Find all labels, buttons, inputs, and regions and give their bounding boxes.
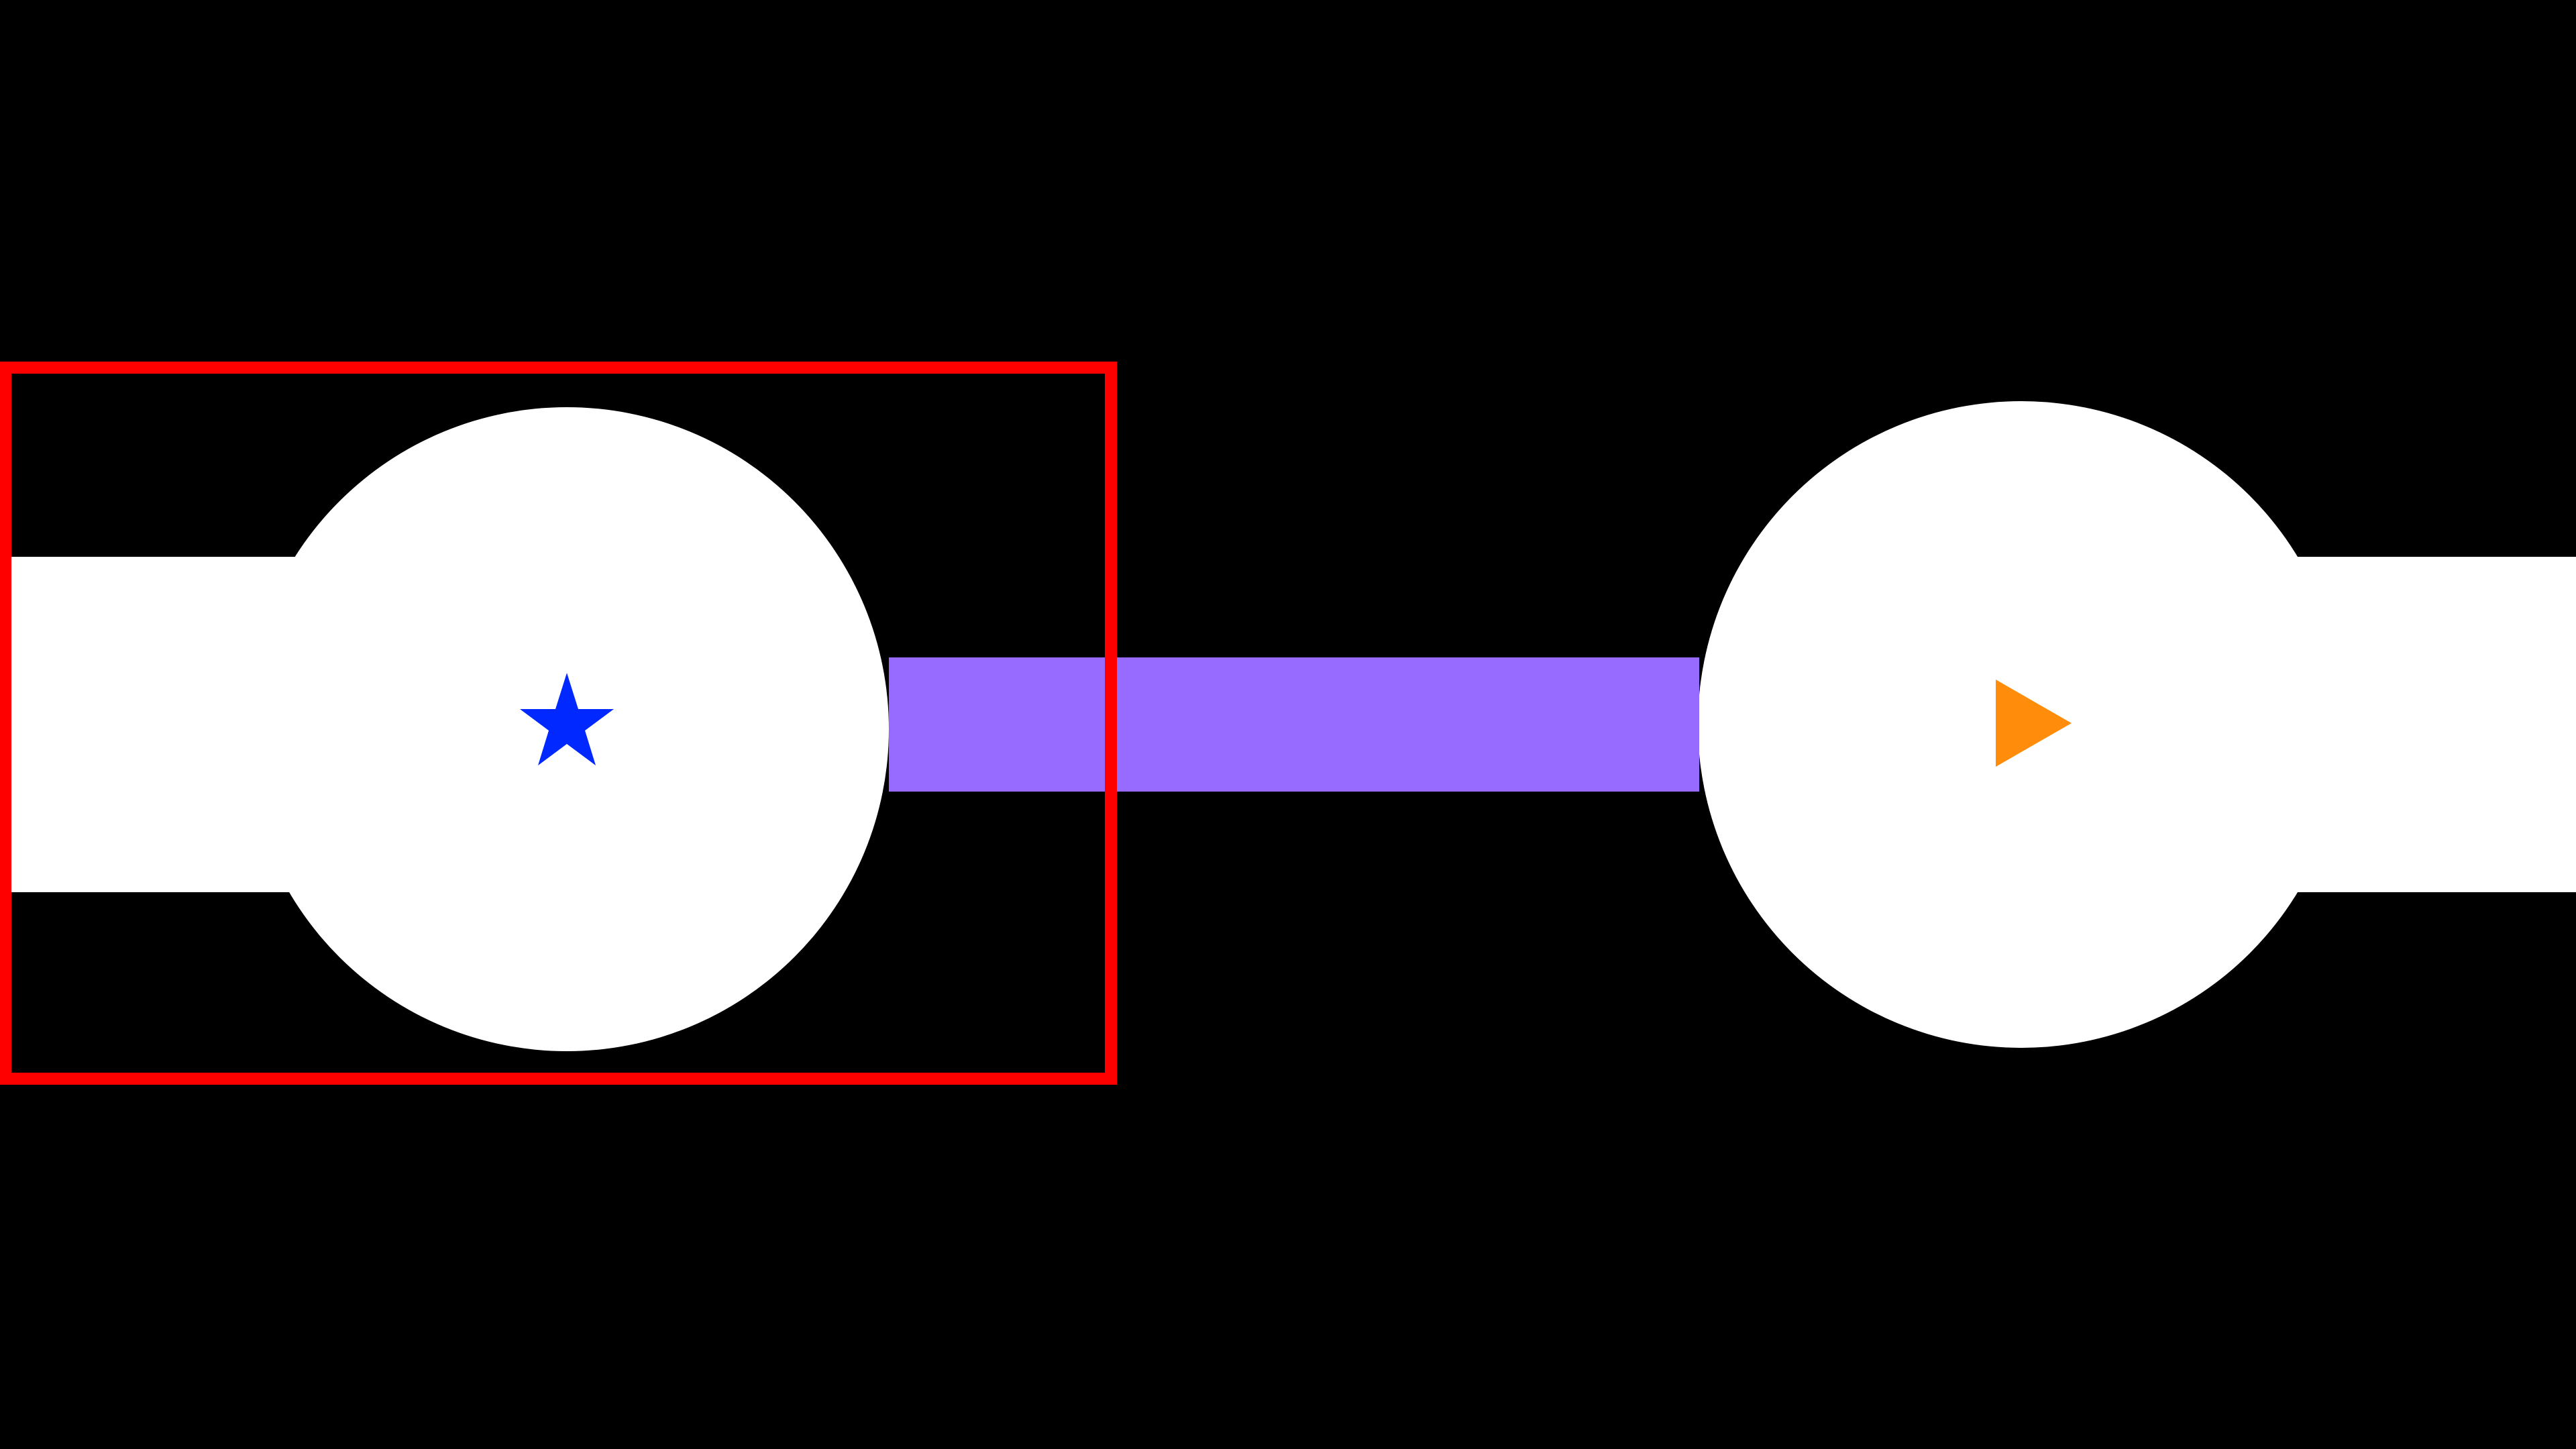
play-triangle-icon[interactable] bbox=[1996, 680, 2072, 767]
room-connector bbox=[889, 657, 1699, 792]
selection-box bbox=[0, 362, 1117, 1085]
star-icon[interactable] bbox=[520, 673, 614, 765]
